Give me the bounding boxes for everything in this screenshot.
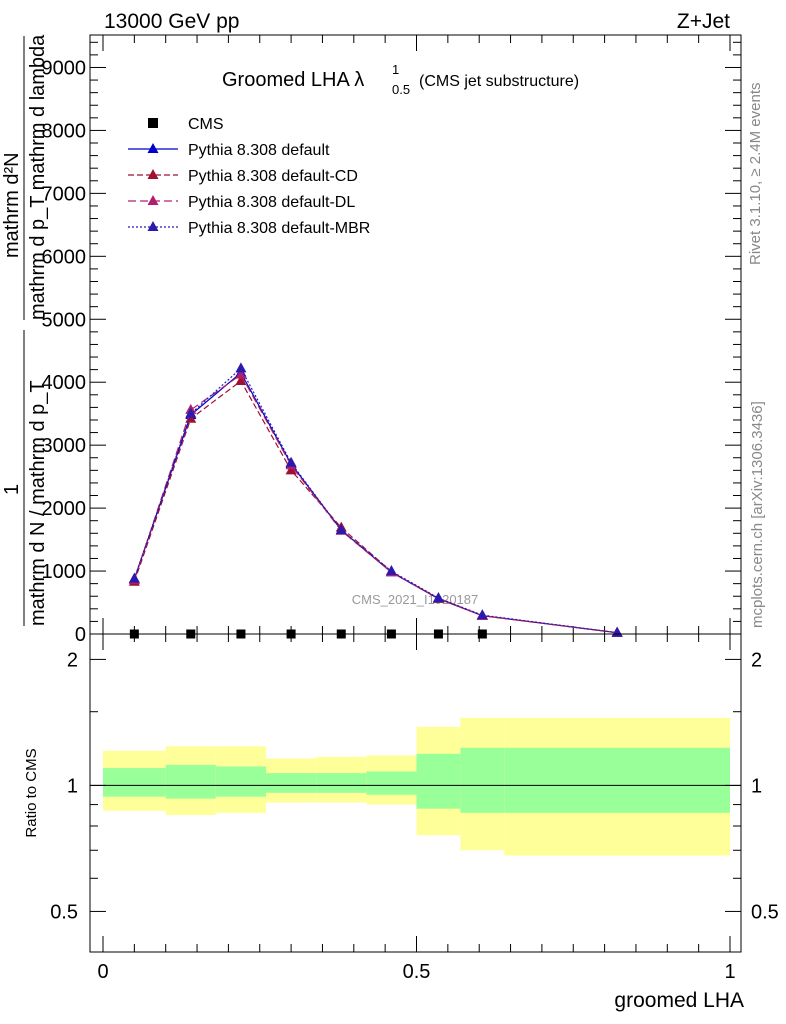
y-tick-label: 2000 [42, 498, 87, 520]
ratio-y-tick-label-right: 1 [751, 775, 762, 797]
ylabel-numerator-b: 1 [1, 484, 23, 495]
header-final-state: Z+Jet [677, 10, 730, 33]
main-ylabel: mathrm d²N mathrm d p_T mathrm d lambda … [1, 34, 49, 626]
series-marker-4 [185, 407, 197, 418]
series-marker-2 [235, 374, 247, 385]
ratio-y-tick-label-right: 2 [751, 649, 762, 671]
chart-title: Groomed LHA λ [222, 69, 364, 91]
ylabel-denominator-a: mathrm d p_T mathrm d lambda [27, 34, 49, 320]
x-tick-label: 1 [724, 961, 735, 983]
ratio-ylabel: Ratio to CMS [23, 748, 40, 837]
ratio-frame [89, 633, 742, 953]
series-marker-4 [432, 592, 444, 603]
ratio-band-inner [366, 771, 417, 795]
legend-label: Pythia 8.308 default-MBR [188, 220, 370, 237]
ratio-band-inner [416, 753, 461, 809]
ratio-y-tick-label-left: 2 [67, 649, 78, 671]
legend-label: Pythia 8.308 default [188, 142, 330, 159]
ratio-band-inner [103, 768, 166, 797]
ratio-y-tick-label-left: 0.5 [50, 901, 78, 923]
series-marker-3 [235, 368, 247, 379]
series-marker-4 [285, 456, 297, 467]
series-marker-2 [185, 412, 197, 423]
y-tick-label: 6000 [42, 246, 87, 268]
series-marker-2 [285, 464, 297, 475]
y-tick-label: 7000 [42, 183, 87, 205]
series-marker-4 [335, 524, 347, 535]
chart-title-text: Groomed LHA [222, 69, 350, 91]
y-tick-label: 5000 [42, 309, 87, 331]
x-tick-label: 0 [97, 961, 108, 983]
chart-title-lambda: λ [354, 69, 364, 91]
legend-label: Pythia 8.308 default-CD [188, 168, 358, 185]
legend-label: Pythia 8.308 default-DL [188, 194, 355, 211]
legend-label: CMS [188, 116, 224, 133]
chart-title-sub: 0.5 [392, 82, 410, 97]
y-tick-label: 8000 [42, 120, 87, 142]
legend-marker-triangle [147, 221, 159, 231]
ratio-band-inner [165, 764, 216, 799]
legend-marker-triangle [147, 143, 159, 153]
series-line-2 [133, 380, 618, 634]
legend: CMS Pythia 8.308 default Pythia 8.308 defa… [128, 116, 370, 237]
mcplots-label: mcplots.cern.ch [arXiv:1306.3436] [749, 401, 766, 628]
legend-marker-triangle [147, 195, 159, 205]
xaxis-label: groomed LHA [614, 989, 744, 1012]
ylabel-denominator-b: mathrm d N / mathrm d p_T [27, 380, 49, 626]
ratio-y-tick-label-left: 1 [67, 775, 78, 797]
ratio-panel: 0.5 0.5 1 1 2 2 0 0.5 1 [50, 633, 779, 983]
chart-title-note: (CMS jet substructure) [419, 73, 579, 90]
series-marker-4 [128, 572, 140, 583]
y-tick-label: 9000 [42, 57, 87, 79]
x-tick-label: 0.5 [403, 961, 431, 983]
y-tick-label: 0 [75, 624, 86, 646]
ylabel-numerator-a: mathrm d²N [1, 152, 23, 258]
legend-marker-triangle [147, 169, 159, 179]
ratio-band-inner [266, 773, 317, 793]
rivet-label: Rivet 3.1.10, ≥ 2.4M events [747, 83, 764, 266]
watermark: CMS_2021_I1920187 [352, 592, 479, 607]
y-tick-label: 3000 [42, 435, 87, 457]
header-process: 13000 GeV pp [104, 10, 239, 33]
ratio-band-inner [215, 766, 267, 797]
ratio-band-inner [316, 773, 367, 793]
main-panel: 0 1000 2000 3000 4000 5000 6000 7000 8000 9000 CM… [42, 34, 742, 646]
series-marker-4 [385, 565, 397, 576]
ratio-y-tick-label-right: 0.5 [751, 901, 779, 923]
chart-title-sup: 1 [392, 62, 399, 77]
series-marker-4 [235, 362, 247, 373]
y-tick-label: 1000 [42, 561, 87, 583]
legend-marker-square [148, 118, 158, 128]
ratio-band-inner [504, 747, 730, 813]
series-marker-4 [476, 609, 488, 620]
ratio-band-inner [460, 747, 505, 813]
y-tick-label: 4000 [42, 372, 87, 394]
